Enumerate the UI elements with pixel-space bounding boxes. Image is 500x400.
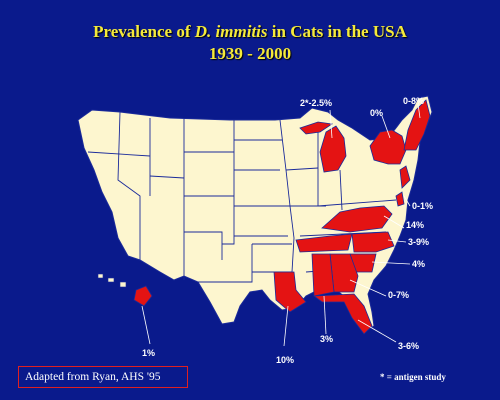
state-north-carolina (351, 231, 395, 253)
label-new-york: 0% (370, 108, 384, 118)
state-new-york (369, 129, 407, 165)
state-new-england (403, 99, 431, 151)
state-michigan (319, 125, 347, 173)
state-virginia (321, 205, 393, 233)
positive-states (133, 99, 431, 335)
label-north-carolina: 3-9% (408, 237, 430, 247)
label-louisiana: 10% (276, 355, 295, 365)
label-new-england: 0-8% (403, 96, 425, 106)
label-south-carolina: 4% (412, 259, 426, 269)
state-tennessee (295, 233, 353, 253)
state-alabama (311, 253, 335, 297)
label-florida: 3-6% (398, 341, 420, 351)
state-florida (312, 293, 373, 335)
label-alabama: 3% (320, 334, 334, 344)
label-mid-atlantic: 0-1% (412, 201, 434, 211)
source-citation: Adapted from Ryan, AHS '95 (18, 366, 188, 388)
title-suffix: in Cats in the USA (267, 22, 407, 41)
hawaii-islands (97, 273, 127, 288)
label-virginia: 14% (406, 220, 425, 230)
state-borders (87, 111, 397, 283)
leader-lines (141, 103, 421, 347)
map-subtitle-years: 1939 - 2000 (208, 44, 292, 63)
state-hawaii (133, 285, 153, 307)
state-michigan-up (299, 121, 334, 135)
state-new-jersey (399, 165, 411, 189)
antigen-footnote: * = antigen study (380, 372, 446, 382)
label-michigan: 2*-2.5% (300, 98, 333, 108)
state-delaware (395, 191, 405, 207)
label-hawaii: 1% (142, 348, 156, 358)
state-louisiana (273, 271, 307, 313)
title-species: D. immitis (194, 22, 268, 41)
title-prefix: Prevalence of (93, 22, 195, 41)
label-georgia: 0-7% (388, 290, 410, 300)
map-title: Prevalence of D. immitis in Cats in the … (0, 22, 500, 42)
